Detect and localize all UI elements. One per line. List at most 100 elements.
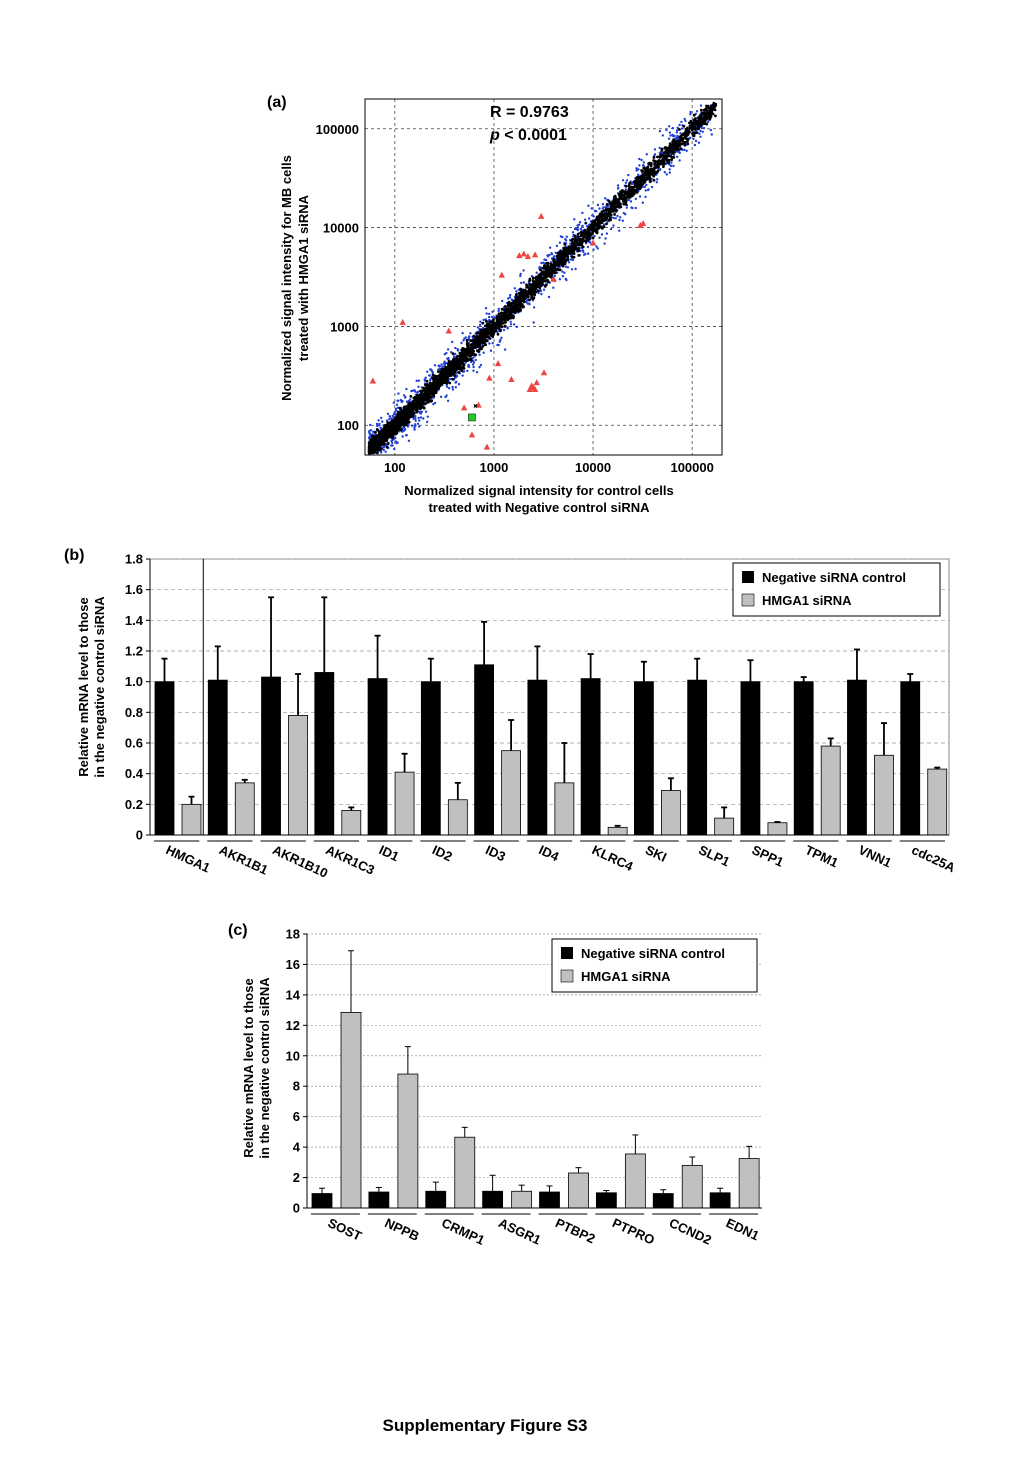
panel-b-category-label: AKR1B10 [270,842,330,881]
panel-c-bar-control [311,1193,333,1209]
panel-b-ylabel-line2: in the negative control siRNA [92,596,107,778]
panel-b-y-tick-label: 0.6 [125,736,143,751]
panel-b-bar-control [314,672,335,836]
panel-c-bar-control [482,1190,504,1209]
panel-b-legend-swatch-sirna [741,593,755,607]
panel-b-bar-control [261,676,281,836]
panel-b-bar-sirna [288,715,308,836]
panel-c-category-label: PTPRO [610,1215,657,1248]
panel-b-y-tick-label: 0.8 [125,705,143,720]
panel-a-outlier-point [399,318,406,325]
panel-a-target-point [468,413,476,422]
panel-a-outlier-point [475,401,482,408]
panel-a-ticks: 100 100 1000 1000 10000 10000 100000 100000 [316,122,714,475]
panel-b-bar-sirna [874,754,894,836]
panel-c-y-tick-label: 6 [293,1109,300,1124]
panel-c-bar-sirna [738,1158,760,1209]
panel-a-outlier-point [533,379,540,386]
panel-c-bar-control [425,1190,447,1209]
panel-a-x-tick-label: 10000 [575,460,611,475]
panel-b-y-tick-label: 1.4 [125,613,144,628]
panel-a-plot-frame [364,98,723,456]
panel-b-y-tick-label: 1.2 [125,644,143,659]
panel-b-ylabel-line1: Relative mRNA level to those [76,597,91,776]
panel-c-category-label: SOST [326,1215,364,1244]
panel-c-label: (c) [228,922,248,939]
panel-c-legend-swatch-sirna [560,969,574,983]
panel-c-bar-sirna [454,1136,476,1209]
panel-b-category-label: ID2 [430,842,455,864]
panel-b-bar-sirna [447,799,468,836]
panel-b-category-label: KLRC4 [590,842,636,874]
panel-c-legend: Negative siRNA control HMGA1 siRNA [551,938,758,993]
panel-a-ylabel-line1: Normalized signal intensity for MB cells [279,155,294,401]
panel-b-category-label: SLP1 [696,842,732,869]
panel-b-y-tick-label: 1.0 [125,674,143,689]
panel-c-y-tick-label: 12 [286,1018,300,1033]
panel-b-y-tick-label: 0.4 [125,766,144,781]
panel-b-category-label: SKI [643,842,669,865]
panel-b-bar-sirna [661,790,681,836]
panel-c-bar-control [595,1192,617,1209]
panel-a-outlier-point [369,377,377,384]
panel-c-category-label: ASGR1 [496,1215,543,1248]
panel-a-outlier-point [508,376,515,383]
panel-b-bar-control [900,681,921,836]
panel-a-outlier-point [540,369,548,376]
panel-c-y-tick-label: 10 [286,1048,300,1063]
panel-a-y-tick-label: 10000 [323,221,359,236]
panel-c-y-tick-label: 16 [286,957,300,972]
panel-b-bar-sirna [501,750,522,836]
panel-c-y-tick-label: 0 [293,1201,300,1216]
panel-a-x-tick-label: 100 [384,460,406,475]
panel-c-legend-control: Negative siRNA control [581,946,725,961]
panel-a-y-tick-label: 100 [337,418,359,433]
panel-c-category-label: PTBP2 [553,1215,597,1246]
panel-c-category-label: CCND2 [667,1215,714,1248]
panel-a-r-value: R = 0.9763 [490,104,569,121]
panel-b-category-label: AKR1C3 [323,842,376,878]
panel-b-bar-control [207,679,228,836]
panel-c-bar-chart: (c) 0 2 4 6 8 10 12 14 16 18 SOST NPPB CRMP1 ASGR1 PT… [228,922,762,1248]
panel-b-label: (b) [64,547,84,564]
panel-b-bar-sirna [607,826,628,836]
panel-a-ylabel-line2: treated with HMGA1 siRNA [296,194,311,361]
panel-b-category-label: AKR1B1 [217,842,270,878]
panel-a-outlier-point [550,275,557,282]
panel-b-bar-sirna [767,822,788,836]
panel-a-outlier-point [531,385,539,392]
panel-b-y-tick-label: 1.8 [125,552,143,567]
panel-b-bar-sirna [927,768,948,836]
panel-b-bar-control [580,678,601,836]
panel-b-bar-control [154,681,175,836]
panel-b-y-tick-label: 0 [136,828,143,843]
panel-a-outlier-point [639,219,647,226]
panel-c-legend-swatch-control [561,947,573,959]
panel-c-bar-sirna [624,1153,646,1209]
panel-a-outlier-point [460,404,468,411]
panel-b-category-label: TPM1 [803,842,841,870]
panel-a-x-tick-label: 100000 [670,460,713,475]
panel-b-category-label: ID3 [483,842,508,864]
panel-a-p-value: p < 0.0001 [489,127,567,144]
panel-c-y-tick-label: 18 [286,927,300,942]
panel-c-bar-sirna [397,1073,419,1209]
panel-b-bar-control [527,679,548,836]
panel-b-legend-swatch-control [742,571,754,583]
panel-c-category-label: CRMP1 [439,1215,487,1248]
panel-b-bar-control [367,678,388,836]
panel-c-legend-sirna: HMGA1 siRNA [581,969,671,984]
panel-a-outlier-point [589,239,597,246]
panel-a-outlier-point [637,221,644,228]
panel-a-outlier-point [486,374,493,381]
panel-a-outlier-point [468,431,476,438]
panel-b-legend: Negative siRNA control HMGA1 siRNA [732,562,941,617]
panel-a-y-tick-label: 1000 [330,319,359,334]
panel-c-category-label: EDN1 [724,1215,762,1243]
panel-c-bar-sirna [681,1164,703,1209]
panel-b-bar-control [740,681,761,836]
panel-c-bar-sirna [340,1011,362,1209]
panel-a-grid [365,99,722,455]
panel-a-p-threshold: < 0.0001 [500,127,567,144]
